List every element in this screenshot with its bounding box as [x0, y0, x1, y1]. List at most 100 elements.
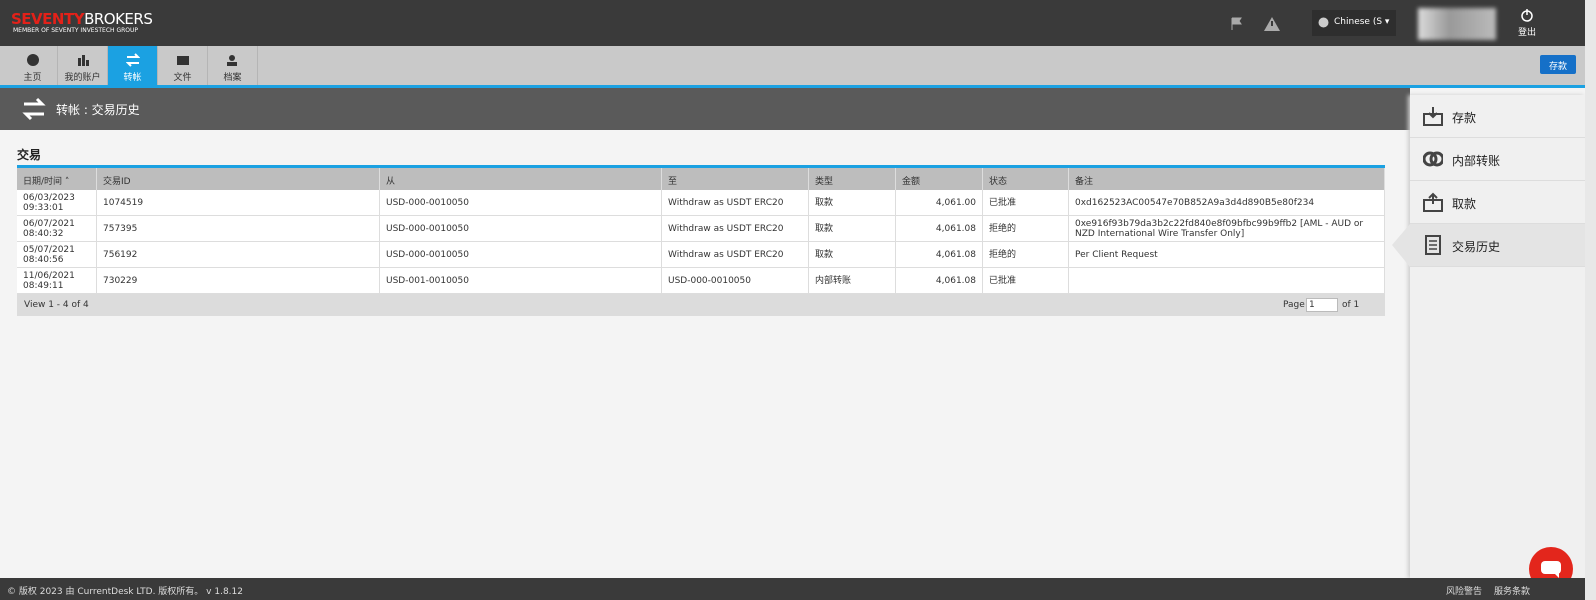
copyright: © 版权 2023 由 CurrentDesk LTD. 版权所有。 v 1.8…: [7, 587, 243, 597]
table-cell: USD-000-0010050: [380, 190, 662, 216]
table-cell: 05/07/2021 08:40:56: [17, 242, 97, 268]
deposit-button[interactable]: 存款: [1540, 55, 1576, 74]
cell-text: 取款: [815, 197, 834, 208]
column-header[interactable]: 从: [380, 168, 662, 190]
sidebar-icon: [1423, 151, 1443, 167]
cell-text: Withdraw as USDT ERC20: [668, 223, 784, 234]
cell-text: 4,061.08: [935, 223, 976, 234]
cell-text: 拒绝的: [989, 249, 1017, 260]
table-cell: 4,061.08: [896, 242, 983, 268]
tab-label: 主页: [23, 73, 42, 83]
table-cell: Withdraw as USDT ERC20: [662, 216, 809, 242]
footer-link[interactable]: 服务条款: [1494, 587, 1531, 597]
page-title: 转帐 : 交易历史: [56, 103, 140, 117]
cell-text: USD-000-0010050: [386, 249, 469, 260]
table-cell: 取款: [809, 190, 896, 216]
tab-icon: [177, 56, 189, 65]
sidebar-item[interactable]: 内部转账: [1410, 138, 1585, 181]
date-time: 06/07/2021 08:40:32: [23, 219, 75, 239]
scrollbar[interactable]: [1585, 0, 1596, 600]
tab-label: 我的账户: [64, 73, 101, 83]
nav-tab[interactable]: 转帐: [108, 46, 158, 85]
tab-icon: [27, 54, 39, 66]
date-time: 06/03/2023 09:33:01: [23, 193, 75, 213]
view-count: View 1 - 4 of 4: [24, 300, 89, 310]
table-cell: 已批准: [983, 268, 1069, 294]
footer-link[interactable]: 风险警告: [1446, 587, 1483, 597]
page-title-bar: 转帐 : 交易历史: [0, 88, 1410, 130]
table-accent: [17, 165, 1385, 168]
nav-tab[interactable]: 主页: [8, 46, 58, 85]
table-cell: 4,061.08: [896, 216, 983, 242]
date-time-line: 11/06/2021: [23, 270, 75, 281]
logo-sub: MEMBER OF SEVENTY INVESTECH GROUP: [13, 27, 139, 34]
sidebar-label: 交易历史: [1452, 240, 1501, 254]
tab-icon: [126, 53, 140, 67]
cell-text: 已批准: [989, 197, 1017, 208]
logout[interactable]: 登出: [1510, 8, 1544, 38]
logo-red: SEVENTY: [11, 10, 85, 28]
sidebar-item[interactable]: 交易历史: [1392, 224, 1585, 267]
page-input[interactable]: 1: [1306, 298, 1338, 312]
cell-text: 0xd162523AC00547e70B852A9a3d4d890B5e80f2…: [1075, 197, 1315, 208]
cell-text: 4,061.00: [935, 197, 976, 208]
cell-text: 取款: [815, 249, 834, 260]
column-header[interactable]: 状态: [983, 168, 1069, 190]
table-cell: 0xd162523AC00547e70B852A9a3d4d890B5e80f2…: [1069, 190, 1385, 216]
user-avatar[interactable]: [1418, 8, 1496, 40]
table-cell: 4,061.00: [896, 190, 983, 216]
header-icons[interactable]: [1230, 16, 1290, 32]
page-total: of 1: [1342, 300, 1360, 310]
date-time-line: 06/03/2023: [23, 192, 75, 203]
nav-bar: 主页 我的账户 转帐 文件 档案 存款: [0, 46, 1585, 85]
cell-text: Withdraw as USDT ERC20: [668, 249, 784, 260]
cell-text: USD-000-0010050: [386, 197, 469, 208]
date-time-line: 08:40:56: [23, 254, 64, 265]
cell-text: USD-000-0010050: [668, 275, 751, 286]
table-cell: 06/03/2023 09:33:01: [17, 190, 97, 216]
table-cell: USD-001-0010050: [380, 268, 662, 294]
date-time-line: 08:40:32: [23, 228, 64, 239]
tab-label: 文件: [173, 73, 192, 83]
table-cell: 1074519: [97, 190, 380, 216]
nav-tab[interactable]: 文件: [158, 46, 208, 85]
cell-text: 730229: [103, 275, 138, 286]
column-header[interactable]: 类型: [809, 168, 896, 190]
logo[interactable]: SEVENTYBROKERS: [11, 10, 153, 28]
column-header[interactable]: 备注: [1069, 168, 1385, 190]
nav-tab[interactable]: 档案: [208, 46, 258, 85]
table-cell: 拒绝的: [983, 242, 1069, 268]
language: Chinese (S: [1334, 17, 1383, 27]
date-time: 11/06/2021 08:49:11: [23, 271, 75, 291]
cell-text: 1074519: [103, 197, 144, 208]
pager: View 1 - 4 of 4 Page 1 of 1: [17, 294, 1385, 316]
cell-text: 4,061.08: [935, 249, 976, 260]
table-cell: 757395: [97, 216, 380, 242]
table-cell: 11/06/2021 08:49:11: [17, 268, 97, 294]
language-select[interactable]: Chinese (S ▾: [1312, 10, 1396, 36]
column-header[interactable]: 至: [662, 168, 809, 190]
column-header[interactable]: 金额: [896, 168, 983, 190]
table-cell: 756192: [97, 242, 380, 268]
top-bar: SEVENTYBROKERS MEMBER OF SEVENTY INVESTE…: [0, 0, 1585, 46]
column-header[interactable]: 交易ID: [97, 168, 380, 190]
cell-text: 拒绝的: [989, 223, 1017, 234]
cell-text: USD-000-0010050: [386, 223, 469, 234]
tab-icon: [227, 55, 237, 66]
sidebar-item[interactable]: 存款: [1410, 95, 1585, 138]
column-header[interactable]: 日期/时间 ˄: [17, 168, 97, 190]
cell-text: 已批准: [989, 275, 1017, 286]
nav-tab[interactable]: 我的账户: [58, 46, 108, 85]
sidebar: 存款 内部转账 取款交易历史: [1392, 95, 1585, 578]
footer: © 版权 2023 由 CurrentDesk LTD. 版权所有。 v 1.8…: [0, 578, 1585, 600]
sidebar-item[interactable]: 取款: [1410, 181, 1585, 224]
table-cell: 拒绝的: [983, 216, 1069, 242]
globe-icon: [1318, 17, 1329, 28]
table-cell: 730229: [97, 268, 380, 294]
cell-text: Withdraw as USDT ERC20: [668, 197, 784, 208]
tab-label: 档案: [223, 73, 242, 83]
table-cell: 已批准: [983, 190, 1069, 216]
sidebar-icon: [1423, 192, 1443, 212]
date-time-line: 09:33:01: [23, 202, 64, 213]
table-cell: Per Client Request: [1069, 242, 1385, 268]
